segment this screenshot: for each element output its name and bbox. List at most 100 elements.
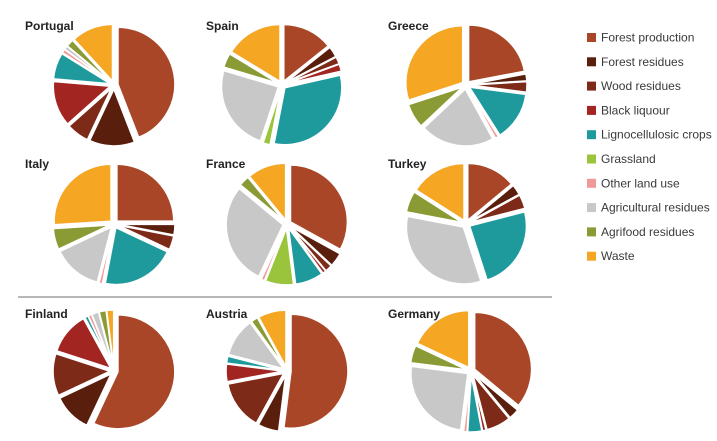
pie-slice-wood-residues [469,80,528,94]
pie-slice-wood-residues [468,194,526,224]
pie-slice-other-land-use [98,227,114,285]
legend-label: Black liquour [601,103,670,117]
pie-slice-wood-residues [117,224,175,251]
pie-slice-agricultural-residues [410,365,469,431]
legend-item-forest-residues: Forest residues [587,55,684,69]
pie-slice-agricultural-residues [227,321,285,370]
legend-label: Agrifood residues [601,225,694,239]
pie-spain: Spain [206,19,343,146]
pie-slice-agricultural-residues [225,187,284,278]
pie-slice-agricultural-residues [423,88,494,147]
legend-swatch [587,57,596,67]
legend-label: Other land use [601,176,680,190]
pie-italy: Italy [25,157,176,286]
pie-slice-wood-residues [226,372,285,425]
pie-slice-grassland [264,227,295,286]
pie-slice-forest-residues [117,223,176,236]
legend-item-lignocellulosic-crops: Lignocellulosic crops [587,128,712,142]
pie-slice-wood-residues [68,87,113,141]
pie-title: Austria [206,307,248,321]
pie-slice-waste [248,162,287,222]
pie-turkey: Turkey [388,157,528,285]
pie-title: Portugal [25,19,74,33]
pie-slice-other-land-use [260,226,287,282]
pie-slice-agrifood-residues [405,191,464,224]
pie-slice-waste [257,309,287,368]
pie-slice-grassland [262,88,282,146]
pie-title: Finland [25,307,68,321]
pie-slice-agricultural-residues [59,226,113,284]
pie-slice-agrifood-residues [239,176,285,222]
pie-slice-forest-production [473,311,533,407]
pie-title: Italy [25,157,49,171]
pie-slice-forest-residues [257,374,287,433]
legend-item-wood-residues: Wood residues [587,79,681,93]
legend-swatch [587,33,596,42]
pie-slice-agrifood-residues [66,39,112,84]
pie-slice-forest-residues [58,373,112,427]
pie-slice-lignocellulosic-crops [468,86,527,137]
legend-swatch [587,178,596,188]
pie-slice-forest-production [467,24,526,83]
pie-slice-lignocellulosic-crops [468,210,528,281]
pie-germany: Germany [388,307,533,433]
legend-item-black-liquour: Black liquour [587,103,670,117]
legend-swatch [587,130,596,140]
pie-slice-forest-production [116,163,175,222]
pie-slice-black-liquour [225,363,284,383]
legend-swatch [587,203,596,213]
pie-france: France [206,157,349,286]
legend-label: Forest residues [601,55,684,69]
legend-swatch [587,251,596,261]
pie-slice-forest-residues [468,184,521,223]
pie-slice-waste [230,23,281,83]
pie-slice-forest-production [282,23,330,83]
legend-item-agrifood-residues: Agrifood residues [587,225,694,239]
legend-label: Forest production [601,31,694,45]
legend-item-agricultural-residues: Agricultural residues [587,201,710,215]
legend-label: Wood residues [601,79,681,93]
legend-swatch [587,81,596,91]
pie-slice-forest-production [117,26,176,139]
pie-finland: Finland [25,307,176,430]
pie-slice-other-land-use [462,374,472,433]
pie-slice-lignocellulosic-crops [225,355,284,372]
pie-slice-lignocellulosic-crops [287,226,323,286]
pie-greece: Greece [388,19,528,147]
pie-slice-waste [105,309,115,368]
pie-slice-black-liquour [285,63,343,85]
legend-label: Grassland [601,152,656,166]
pie-slice-lignocellulosic-crops [104,226,169,286]
pie-slice-agrifood-residues [222,53,280,85]
pie-title: Germany [388,307,440,321]
pie-slice-forest-production [283,313,349,430]
pie-slice-black-liquour [55,317,112,370]
legend-item-waste: Waste [587,249,635,263]
pie-portugal: Portugal [25,19,176,147]
pie-title: Turkey [388,157,427,171]
legend-swatch [587,227,596,237]
pie-slice-agrifood-residues [407,86,464,127]
pie-slice-forest-residues [88,88,136,147]
pie-slice-wood-residues [52,352,111,397]
pie-slice-waste [53,163,112,226]
legend-label: Lignocellulosic crops [601,128,712,142]
pie-title: Spain [206,19,239,33]
pie-slice-waste [415,162,465,222]
legend: Forest production Forest residues Wood res… [587,31,712,263]
pie-slice-agricultural-residues [405,215,482,285]
pie-slice-agrifood-residues [409,344,468,371]
pie-slice-lignocellulosic-crops [52,52,111,85]
pie-slice-black-liquour [288,226,327,275]
pie-slice-forest-residues [473,373,519,419]
pie-slice-forest-production [92,314,176,430]
pie-slice-agrifood-residues [250,316,286,369]
pie-slice-forest-production [289,164,349,251]
legend-item-other-land-use: Other land use [587,176,680,190]
pie-slice-black-liquour [52,80,111,125]
legend-item-forest-production: Forest production [587,31,694,45]
pie-slice-agrifood-residues [52,224,111,251]
legend-swatch [587,154,596,164]
